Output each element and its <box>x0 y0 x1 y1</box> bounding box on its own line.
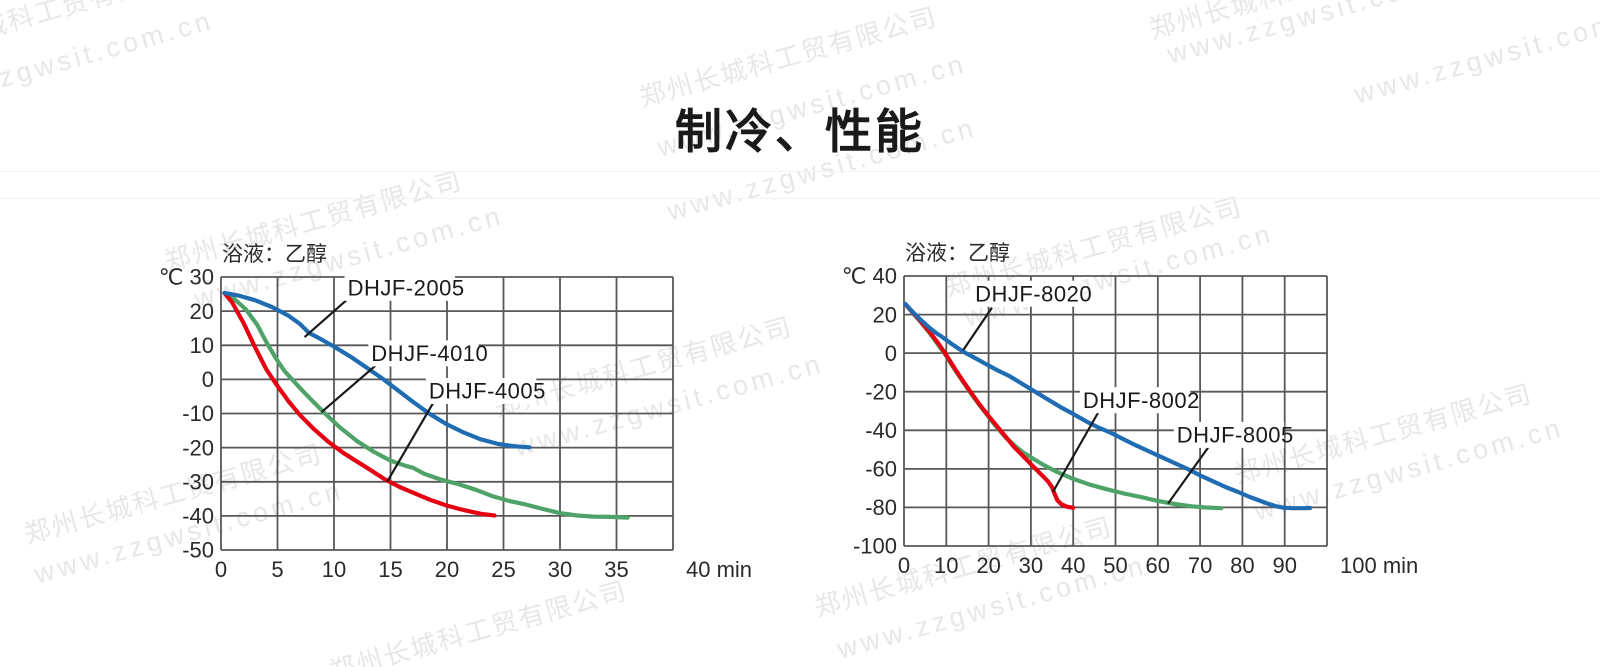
x-tick-label: 10 <box>934 553 958 578</box>
callout-label-bg <box>1173 421 1285 448</box>
y-tick-label: 10 <box>190 333 214 358</box>
page-title: 制冷、性能 <box>675 105 925 158</box>
y-tick-label: -40 <box>865 418 897 443</box>
series-label-DHJF-4005: DHJF-4005 <box>429 379 546 404</box>
y-tick-label: 0 <box>202 367 214 392</box>
faint-rule <box>0 171 1600 172</box>
y-tick-label: 0 <box>885 341 897 366</box>
bath-liquid-label: 浴液：乙醇 <box>222 243 327 266</box>
curve-DHJF-4010 <box>222 290 630 520</box>
callout-label-bg <box>1079 387 1191 414</box>
curve-DHJF-2005 <box>222 290 532 450</box>
series-label-DHJF-4010: DHJF-4010 <box>371 341 488 366</box>
x-tick-label: 70 <box>1188 553 1212 578</box>
callout-label-bg <box>368 340 479 367</box>
callout-line-DHJF-8020 <box>962 306 993 351</box>
x-tick-label: 20 <box>976 553 1000 578</box>
y-tick-label: -40 <box>182 504 214 529</box>
x-tick-label: 5 <box>271 557 283 582</box>
callout-line-DHJF-8005 <box>1167 446 1209 505</box>
x-tick-label: 15 <box>378 557 402 582</box>
y-tick-label: -50 <box>182 538 214 563</box>
x-tick-label-with-unit: 100 min <box>1340 553 1418 578</box>
callout-line-DHJF-8002 <box>1051 411 1100 493</box>
series-label-DHJF-8002: DHJF-8002 <box>1083 388 1200 413</box>
callout-label-bg <box>425 378 537 404</box>
y-tick-label: -20 <box>865 379 897 404</box>
y-tick-label: -10 <box>182 401 214 426</box>
y-tick-label: 20 <box>873 302 897 327</box>
callout-label-bg <box>972 280 1083 307</box>
y-tick-label: ℃ 30 <box>159 265 214 290</box>
x-tick-label: 50 <box>1103 553 1127 578</box>
x-tick-label: 10 <box>322 557 346 582</box>
series-label-DHJF-2005: DHJF-2005 <box>348 276 465 301</box>
y-tick-label: ℃ 40 <box>842 264 897 289</box>
y-tick-label: -30 <box>182 470 214 495</box>
curve-DHJF-8002 <box>903 301 1076 510</box>
x-tick-label: 60 <box>1146 553 1170 578</box>
x-tick-label: 40 <box>1061 553 1085 578</box>
series-label-DHJF-8005: DHJF-8005 <box>1177 423 1294 448</box>
curve-DHJF-4005 <box>222 290 497 518</box>
y-tick-label: -80 <box>865 495 897 520</box>
y-tick-label: -60 <box>865 457 897 482</box>
x-tick-label: 0 <box>215 557 227 582</box>
y-tick-label: -100 <box>853 534 897 559</box>
callout-line-DHJF-4005 <box>386 402 435 483</box>
x-tick-label: 90 <box>1272 553 1296 578</box>
bath-liquid-label: 浴液：乙醇 <box>905 242 1010 265</box>
x-tick-label: 30 <box>1019 553 1043 578</box>
x-tick-label: 25 <box>491 557 515 582</box>
y-tick-label: -20 <box>182 435 214 460</box>
callout-line-DHJF-4010 <box>320 363 378 413</box>
x-tick-label: 30 <box>548 557 572 582</box>
x-tick-label: 80 <box>1230 553 1254 578</box>
callout-line-DHJF-2005 <box>303 298 349 338</box>
x-tick-label: 35 <box>604 557 628 582</box>
x-tick-label: 20 <box>435 557 459 582</box>
callout-label-bg <box>344 274 455 301</box>
x-tick-label: 0 <box>898 553 910 578</box>
y-tick-label: 20 <box>190 299 214 324</box>
x-tick-label-with-unit: 40 min <box>686 557 752 582</box>
faint-rule <box>0 198 1600 199</box>
curve-DHJF-8020 <box>903 301 1313 511</box>
series-label-DHJF-8020: DHJF-8020 <box>975 281 1092 306</box>
